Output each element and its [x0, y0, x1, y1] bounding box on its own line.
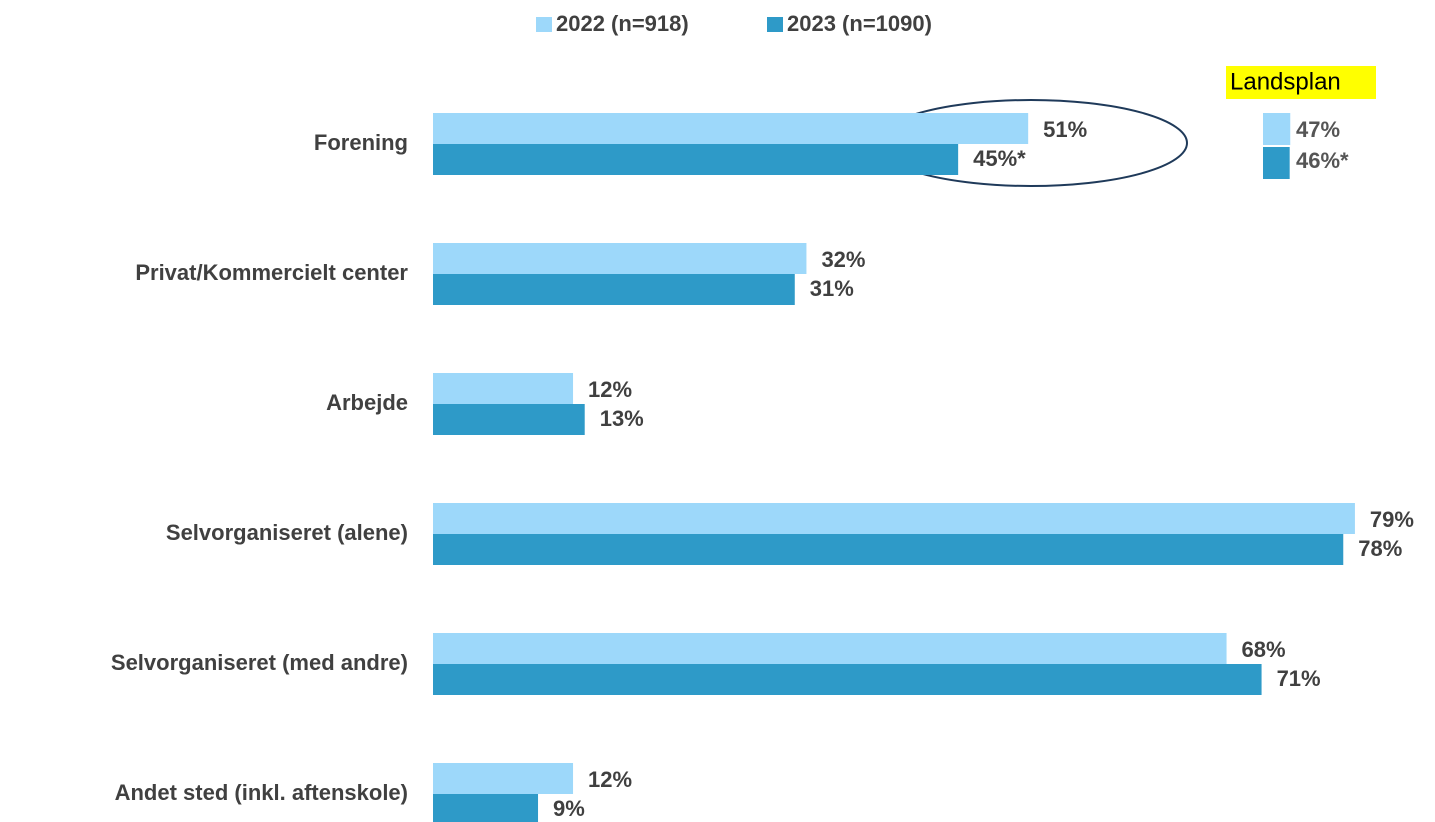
- value-label: 71%: [1277, 666, 1321, 691]
- bar: [433, 144, 959, 175]
- value-label: 13%: [600, 406, 644, 431]
- value-label: 32%: [821, 247, 865, 272]
- legend-swatch: [767, 17, 783, 32]
- legend-label: 2023 (n=1090): [787, 11, 932, 36]
- landsplan-bar: [1263, 113, 1291, 145]
- bar: [433, 243, 807, 274]
- landsplan-value-label: 47%: [1296, 117, 1340, 142]
- value-label: 78%: [1358, 536, 1402, 561]
- landsplan-title: Landsplan: [1230, 68, 1341, 95]
- value-label: 9%: [553, 796, 585, 821]
- bar: [433, 664, 1262, 695]
- category-label: Selvorganiseret (alene): [166, 520, 408, 545]
- category-label: Selvorganiseret (med andre): [111, 650, 408, 675]
- value-label: 68%: [1242, 637, 1286, 662]
- value-label: 31%: [810, 276, 854, 301]
- landsplan-bar: [1263, 147, 1290, 179]
- legend-swatch: [536, 17, 552, 32]
- value-label: 12%: [588, 767, 632, 792]
- value-label: 12%: [588, 377, 632, 402]
- category-label: Forening: [314, 130, 408, 155]
- landsplan-highlight: [1226, 66, 1376, 99]
- bar: [433, 274, 795, 305]
- landsplan-value-label: 46%*: [1296, 148, 1349, 173]
- bar: [433, 373, 574, 404]
- value-label: 51%: [1043, 117, 1087, 142]
- category-label: Arbejde: [326, 390, 408, 415]
- bar: [433, 794, 539, 822]
- bar: [433, 503, 1355, 534]
- bar: [433, 534, 1344, 565]
- value-label: 79%: [1370, 507, 1414, 532]
- bar: [433, 633, 1227, 664]
- bar: [433, 113, 1029, 144]
- category-label: Andet sted (inkl. aftenskole): [115, 780, 408, 805]
- bar: [433, 404, 585, 435]
- legend-label: 2022 (n=918): [556, 11, 689, 36]
- category-label: Privat/Kommercielt center: [135, 260, 408, 285]
- value-label: 45%*: [973, 146, 1026, 171]
- bar: [433, 763, 574, 794]
